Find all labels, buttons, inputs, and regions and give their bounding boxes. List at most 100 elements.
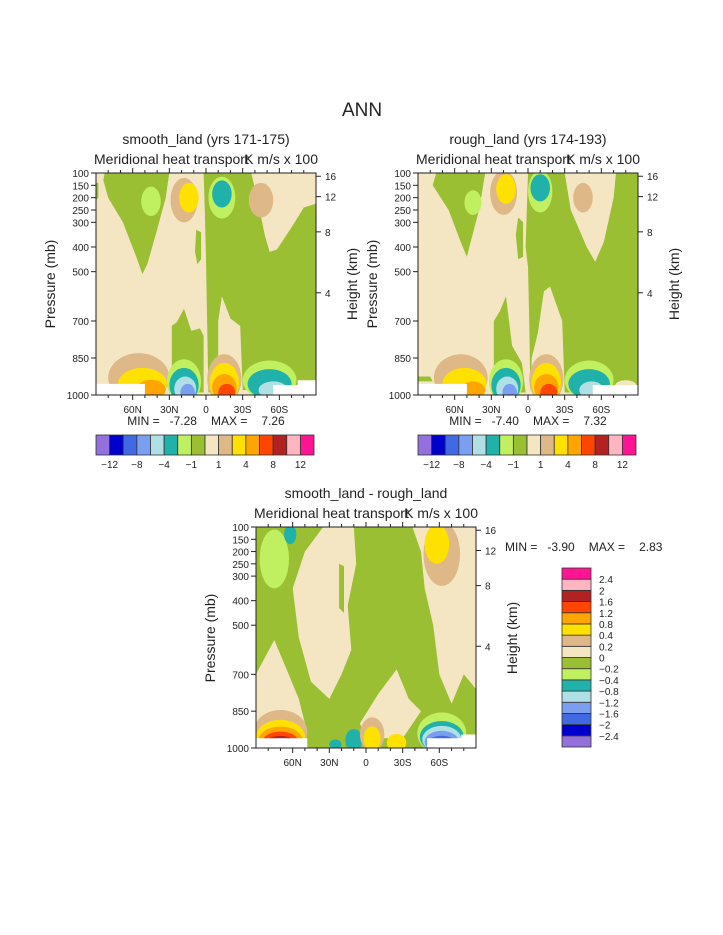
colorbar-label: −2	[599, 721, 611, 732]
y-tick-label: 100	[72, 169, 89, 180]
colorbar-swatch-firebrick	[272, 434, 288, 456]
contour-region-green	[195, 229, 202, 265]
colorbar-swatch-deeppink	[621, 434, 637, 456]
x-tick-label: 30N	[482, 405, 500, 416]
height-tick-label: 8	[325, 228, 331, 239]
colorbar-label: 2	[599, 586, 605, 597]
x-tick-label: 30N	[320, 758, 338, 769]
contour-region-green	[203, 173, 316, 393]
y-axis-label: Pressure (mb)	[364, 240, 380, 329]
contour-region-cornflower	[502, 383, 517, 395]
panel-subtitle-right: K m/s x 100	[404, 505, 478, 521]
contour-region-green	[525, 173, 638, 393]
y-tick-label: 200	[232, 548, 249, 559]
colorbar-swatch-yellow	[553, 434, 569, 456]
colorbar-label: −1	[508, 460, 520, 471]
contour-region-green	[339, 563, 344, 613]
y-tick-label: 200	[72, 194, 89, 205]
x-tick-label: 30N	[160, 405, 178, 416]
colorbar-swatch-cornflower	[136, 434, 151, 456]
y-tick-label: 500	[232, 621, 249, 632]
colorbar-label: −2.4	[599, 732, 619, 743]
contour-region-teal	[329, 739, 342, 748]
colorbar-label: 1.6	[599, 598, 613, 609]
y-tick-label: 400	[232, 597, 249, 608]
colorbar-label: 0	[599, 654, 605, 665]
panel-subtitle-left: Meridional heat transport	[94, 151, 249, 167]
colorbar-swatch-powderblue	[472, 434, 487, 456]
colorbar-swatch-orangered	[581, 434, 596, 456]
colorbar-label: −12	[101, 460, 118, 471]
contour-region-yellow	[386, 734, 407, 748]
colorbar-swatch-powderblue	[150, 434, 165, 456]
colorbar-label: −8	[453, 460, 465, 471]
contour-region-teal	[345, 729, 363, 748]
colorbar-label: −4	[480, 460, 492, 471]
colorbar-swatch-teal	[561, 679, 592, 692]
colorbar-swatch-wheat	[526, 434, 542, 456]
y-axis-label: Pressure (mb)	[202, 594, 218, 683]
x-tick-label: 60S	[430, 758, 448, 769]
y-tick-label: 250	[232, 560, 249, 571]
colorbar-swatch-teal	[485, 434, 501, 456]
y-tick-label: 250	[72, 206, 89, 217]
panel-title: smooth_land (yrs 171-175)	[122, 131, 289, 147]
colorbar-swatch-teal	[163, 434, 179, 456]
colorbar-swatch-pink	[286, 434, 301, 456]
colorbar-swatch-yellow	[231, 434, 247, 456]
contour-region-green	[515, 217, 524, 260]
y-axis-label: Pressure (mb)	[42, 240, 58, 329]
colorbar-label: 2.4	[599, 575, 613, 586]
colorbar-swatch-royalblue	[561, 713, 592, 726]
y-tick-label: 500	[72, 268, 89, 279]
y-tick-label: 100	[394, 169, 411, 180]
colorbar-swatch-orange	[561, 612, 592, 625]
x-tick-label: 60N	[283, 758, 301, 769]
colorbar-label: 0.4	[599, 631, 613, 642]
contour-region-yellow	[496, 174, 516, 204]
colorbar-swatch-mediumblue	[561, 724, 592, 737]
colorbar-label: 1	[216, 460, 222, 471]
y-tick-label: 250	[394, 206, 411, 217]
contour-region-orangered	[218, 383, 236, 395]
x-tick-label: 60N	[445, 405, 463, 416]
height-tick-label: 4	[647, 289, 653, 300]
y-tick-label: 1000	[227, 744, 250, 755]
topography-mask	[592, 385, 638, 395]
x-tick-label: 60N	[123, 405, 141, 416]
contour-region-tan	[248, 182, 274, 218]
colorbar-swatch-orange	[245, 434, 260, 456]
colorbar-swatch-orangered	[561, 601, 592, 614]
colorbar-swatch-deeppink	[561, 567, 592, 580]
y-axis-right-label: Height (km)	[344, 248, 360, 320]
colorbar-swatch-cornflower	[458, 434, 473, 456]
y-tick-label: 1000	[67, 391, 90, 402]
colorbar-label: 0.2	[599, 642, 613, 653]
height-tick-label: 8	[647, 228, 653, 239]
colorbar-swatch-tan	[540, 434, 555, 456]
colorbar-swatch-orangered	[259, 434, 274, 456]
y-tick-label: 400	[72, 243, 89, 254]
height-tick-label: 16	[485, 526, 497, 537]
contour-plot-area	[96, 173, 316, 395]
colorbar-label: 0.8	[599, 620, 613, 631]
x-tick-label: 0	[203, 405, 209, 416]
y-tick-label: 100	[232, 523, 249, 534]
colorbar-swatch-mediumpurple	[95, 434, 111, 456]
colorbar-swatch-powderblue	[561, 690, 592, 703]
contour-plot-area	[256, 527, 476, 748]
topography-mask	[256, 738, 308, 748]
y-tick-label: 850	[232, 707, 249, 718]
colorbar-swatch-cornflower	[561, 701, 592, 714]
y-tick-label: 500	[394, 268, 411, 279]
y-tick-label: 150	[232, 535, 249, 546]
y-tick-label: 700	[232, 670, 249, 681]
height-tick-label: 4	[485, 642, 491, 653]
height-tick-label: 16	[325, 172, 337, 183]
colorbar-swatch-lightgreen	[561, 668, 592, 681]
x-tick-label: 0	[363, 758, 369, 769]
colorbar-swatch-mediumpurple	[561, 735, 592, 748]
contour-region-orangered	[540, 383, 558, 395]
contour-region-yellow	[424, 527, 450, 564]
min-max-readout: MIN = -3.90 MAX = 2.83	[505, 540, 663, 554]
